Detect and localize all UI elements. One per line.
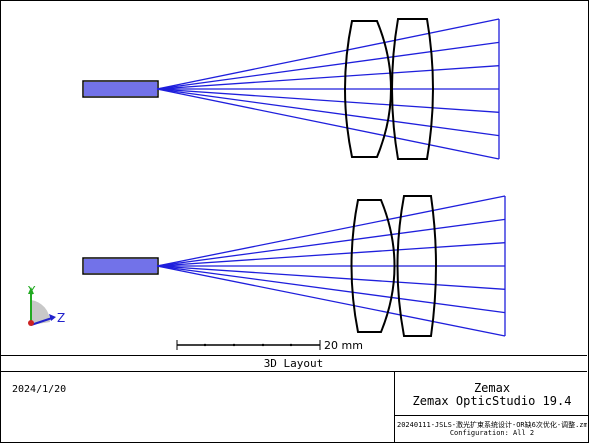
configuration-2-layout <box>82 195 506 337</box>
ray <box>156 88 500 113</box>
ray <box>156 265 506 314</box>
axis-triad-shading <box>31 300 51 325</box>
lens-2 <box>396 195 437 337</box>
origin-marker <box>28 320 34 326</box>
scale-bar: 20 mm <box>176 339 363 352</box>
file-info-box: 20240111-JSLS-激光扩束系统设计-OR缺6次优化-调整.zmx Co… <box>395 415 589 443</box>
y-axis-label: Y <box>27 284 36 298</box>
axis-triad: Y Z <box>27 284 65 326</box>
ray <box>156 88 500 137</box>
scale-bar-tick <box>232 343 236 347</box>
scale-bar-tick <box>261 343 265 347</box>
scale-bar-tick <box>289 343 293 347</box>
y-axis-arrowhead <box>28 287 34 294</box>
brand-company: Zemax <box>473 381 511 395</box>
scale-bar-label: 20 mm <box>324 339 363 352</box>
z-axis-label: Z <box>57 311 65 325</box>
lens-1 <box>344 20 392 158</box>
ray <box>156 18 500 90</box>
layout-title: 3D Layout <box>0 355 587 372</box>
ray <box>156 195 506 267</box>
scale-bar-tick <box>203 343 207 347</box>
z-axis-arrowhead <box>49 314 56 321</box>
ray <box>156 242 506 267</box>
info-panel: Zemax Zemax OpticStudio 19.4 20240111-JS… <box>394 371 589 442</box>
ray <box>156 88 500 160</box>
brand-product: Zemax OpticStudio 19.4 <box>412 394 572 408</box>
ray <box>156 65 500 90</box>
file-name: 20240111-JSLS-激光扩束系统设计-OR缺6次优化-调整.zmx <box>397 421 587 429</box>
ray <box>156 265 506 290</box>
ray <box>156 218 506 267</box>
ray <box>156 41 500 90</box>
lens-2 <box>391 18 434 160</box>
optical-layout-plot: Y Z 20 mm <box>27 18 506 352</box>
date-label: 2024/1/20 <box>12 384 67 395</box>
configuration-1-layout <box>82 18 500 160</box>
configuration-label: Configuration: All 2 <box>449 429 535 437</box>
z-axis-arrow <box>30 317 53 326</box>
ray <box>156 265 506 337</box>
lens-1 <box>350 199 396 333</box>
